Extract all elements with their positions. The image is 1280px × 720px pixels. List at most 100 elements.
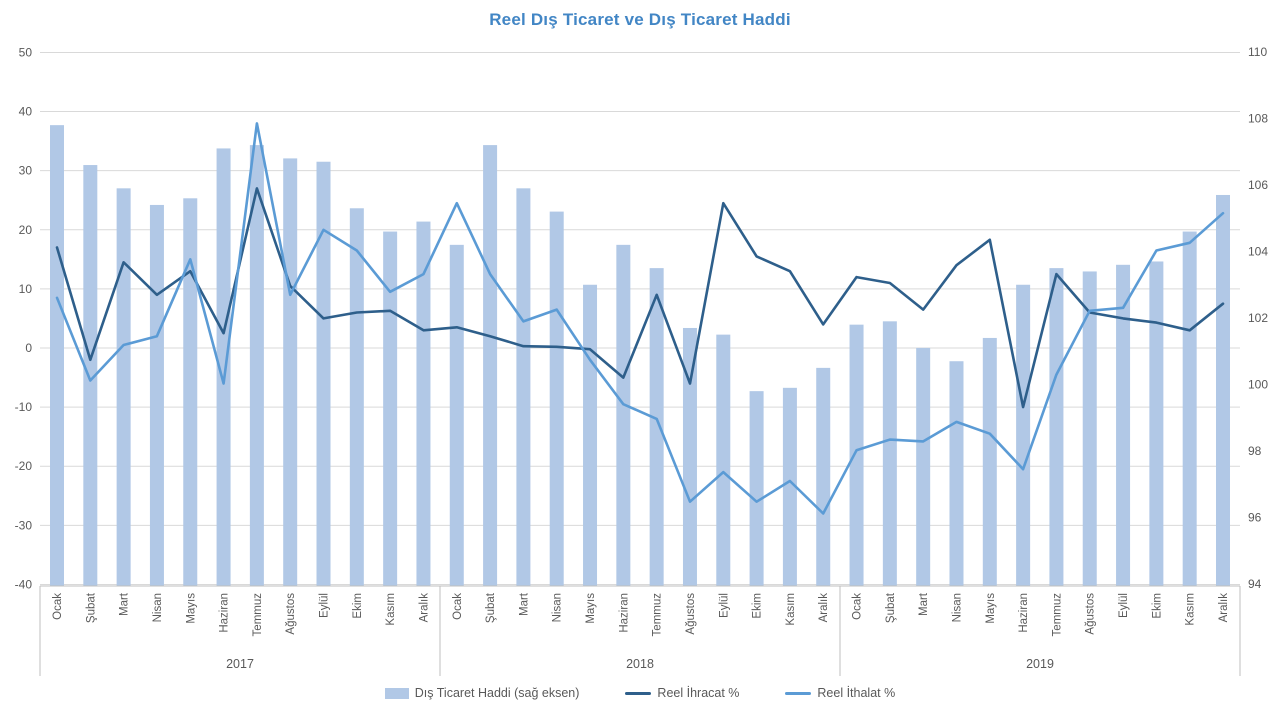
year-label: 2018 [626,657,654,671]
export-line-series[interactable] [55,187,1225,409]
bar[interactable] [349,208,364,586]
right-axis-tick-label: 96 [1248,511,1262,525]
month-label: Mayıs [585,593,597,624]
bar[interactable] [782,387,797,586]
export-line-swatch-icon [625,691,652,695]
bar[interactable] [283,158,298,586]
bar-series-swatch-icon [384,687,409,699]
bar[interactable] [383,231,398,587]
month-label: Haziran [219,593,231,633]
bar[interactable] [616,244,631,586]
bar[interactable] [116,188,131,586]
bar[interactable] [416,221,431,586]
left-axis-tick-label: 10 [19,282,33,296]
month-label: Eylül [1118,593,1130,618]
bar[interactable] [1182,231,1197,587]
bar[interactable] [449,244,464,586]
month-label: Mart [918,592,930,616]
bar[interactable] [149,204,164,586]
import-line-series[interactable] [55,122,1225,515]
month-label: Ocak [52,593,64,620]
bar[interactable] [583,284,598,586]
right-axis-tick-label: 98 [1248,444,1262,458]
right-axis-tick-label: 110 [1248,45,1267,59]
bar[interactable] [1082,271,1097,586]
month-label: Mayıs [985,593,997,624]
month-label: Mart [119,592,131,616]
gridlines [40,51,1240,585]
month-label: Aralık [1218,593,1230,623]
month-label: Ağustos [1085,593,1097,635]
month-label: Mart [518,592,530,616]
right-axis-tick-label: 94 [1248,577,1262,591]
left-axis-tick-label: 40 [19,105,33,119]
bar[interactable] [749,391,764,586]
bar[interactable] [849,324,864,586]
left-axis-tick-label: 0 [25,341,32,355]
month-label: Kasım [385,593,397,626]
bar[interactable] [1016,284,1031,586]
month-label: Ocak [452,593,464,620]
bar[interactable] [183,198,198,587]
bar[interactable] [1149,261,1164,586]
month-label: Ekim [1151,593,1163,619]
import-line-swatch-icon [785,691,812,695]
bar[interactable] [249,145,264,586]
bar[interactable] [1049,268,1064,586]
bar[interactable] [649,268,664,586]
legend-item-imports[interactable]: Reel İthalat % [785,686,895,700]
month-label: Temmuz [1051,593,1063,637]
month-label: Ocak [852,593,864,620]
month-label: Şubat [85,592,97,623]
month-label: Kasım [785,593,797,626]
left-axis-tick-label: -10 [15,400,33,414]
right-axis-tick-label: 108 [1248,112,1268,126]
legend-label-imports: Reel İthalat % [817,686,896,700]
bar[interactable] [483,145,498,586]
bar[interactable] [216,148,231,587]
bar[interactable] [83,165,98,587]
month-label: Haziran [1018,593,1030,633]
month-axis-labels: Ocak Şubat Mart Nisan Mayıs Haziran Temmuz Ağus… [52,592,1230,636]
legend-item-trade-terms[interactable]: Dış Ticaret Haddi (sağ eksen) [384,686,580,700]
left-axis-tick-label: -30 [15,518,33,532]
right-axis-tick-label: 106 [1248,178,1268,192]
month-label: Temmuz [652,593,664,637]
bar-series-trade-terms[interactable] [50,125,1230,587]
legend-item-exports[interactable]: Reel İhracat % [625,686,739,700]
chart-title: Reel Dış Ticaret ve Dış Ticaret Haddi [489,10,791,29]
left-axis-tick-label: 30 [19,164,33,178]
month-label: Şubat [485,592,497,623]
bar[interactable] [716,334,731,586]
bar[interactable] [816,367,831,586]
month-label: Mayıs [185,593,197,624]
bar[interactable] [949,361,964,586]
bar[interactable] [316,161,331,586]
bar[interactable] [1116,264,1131,586]
bar[interactable] [882,321,897,586]
bar[interactable] [916,347,931,586]
month-label: Nisan [552,593,564,622]
month-label: Ekim [352,593,364,619]
month-label: Eylül [718,593,730,618]
month-label: Aralık [818,593,830,623]
left-axis-tick-label: 20 [19,223,33,237]
month-label: Aralık [418,593,430,623]
bar[interactable] [682,327,697,586]
bar[interactable] [516,188,531,586]
bar[interactable] [982,337,997,586]
month-label: Temmuz [252,593,264,637]
bar[interactable] [1216,194,1230,586]
bar[interactable] [50,125,64,587]
month-label: Eylül [319,593,331,618]
month-label: Ekim [752,593,764,619]
bar[interactable] [549,211,564,586]
month-label: Ağustos [685,593,697,635]
month-label: Kasım [1185,593,1197,626]
month-label: Haziran [618,593,630,633]
legend-label-trade-terms: Dış Ticaret Haddi (sağ eksen) [414,686,580,700]
month-label: Nisan [152,593,164,622]
left-axis-tick-label: -20 [15,459,33,473]
